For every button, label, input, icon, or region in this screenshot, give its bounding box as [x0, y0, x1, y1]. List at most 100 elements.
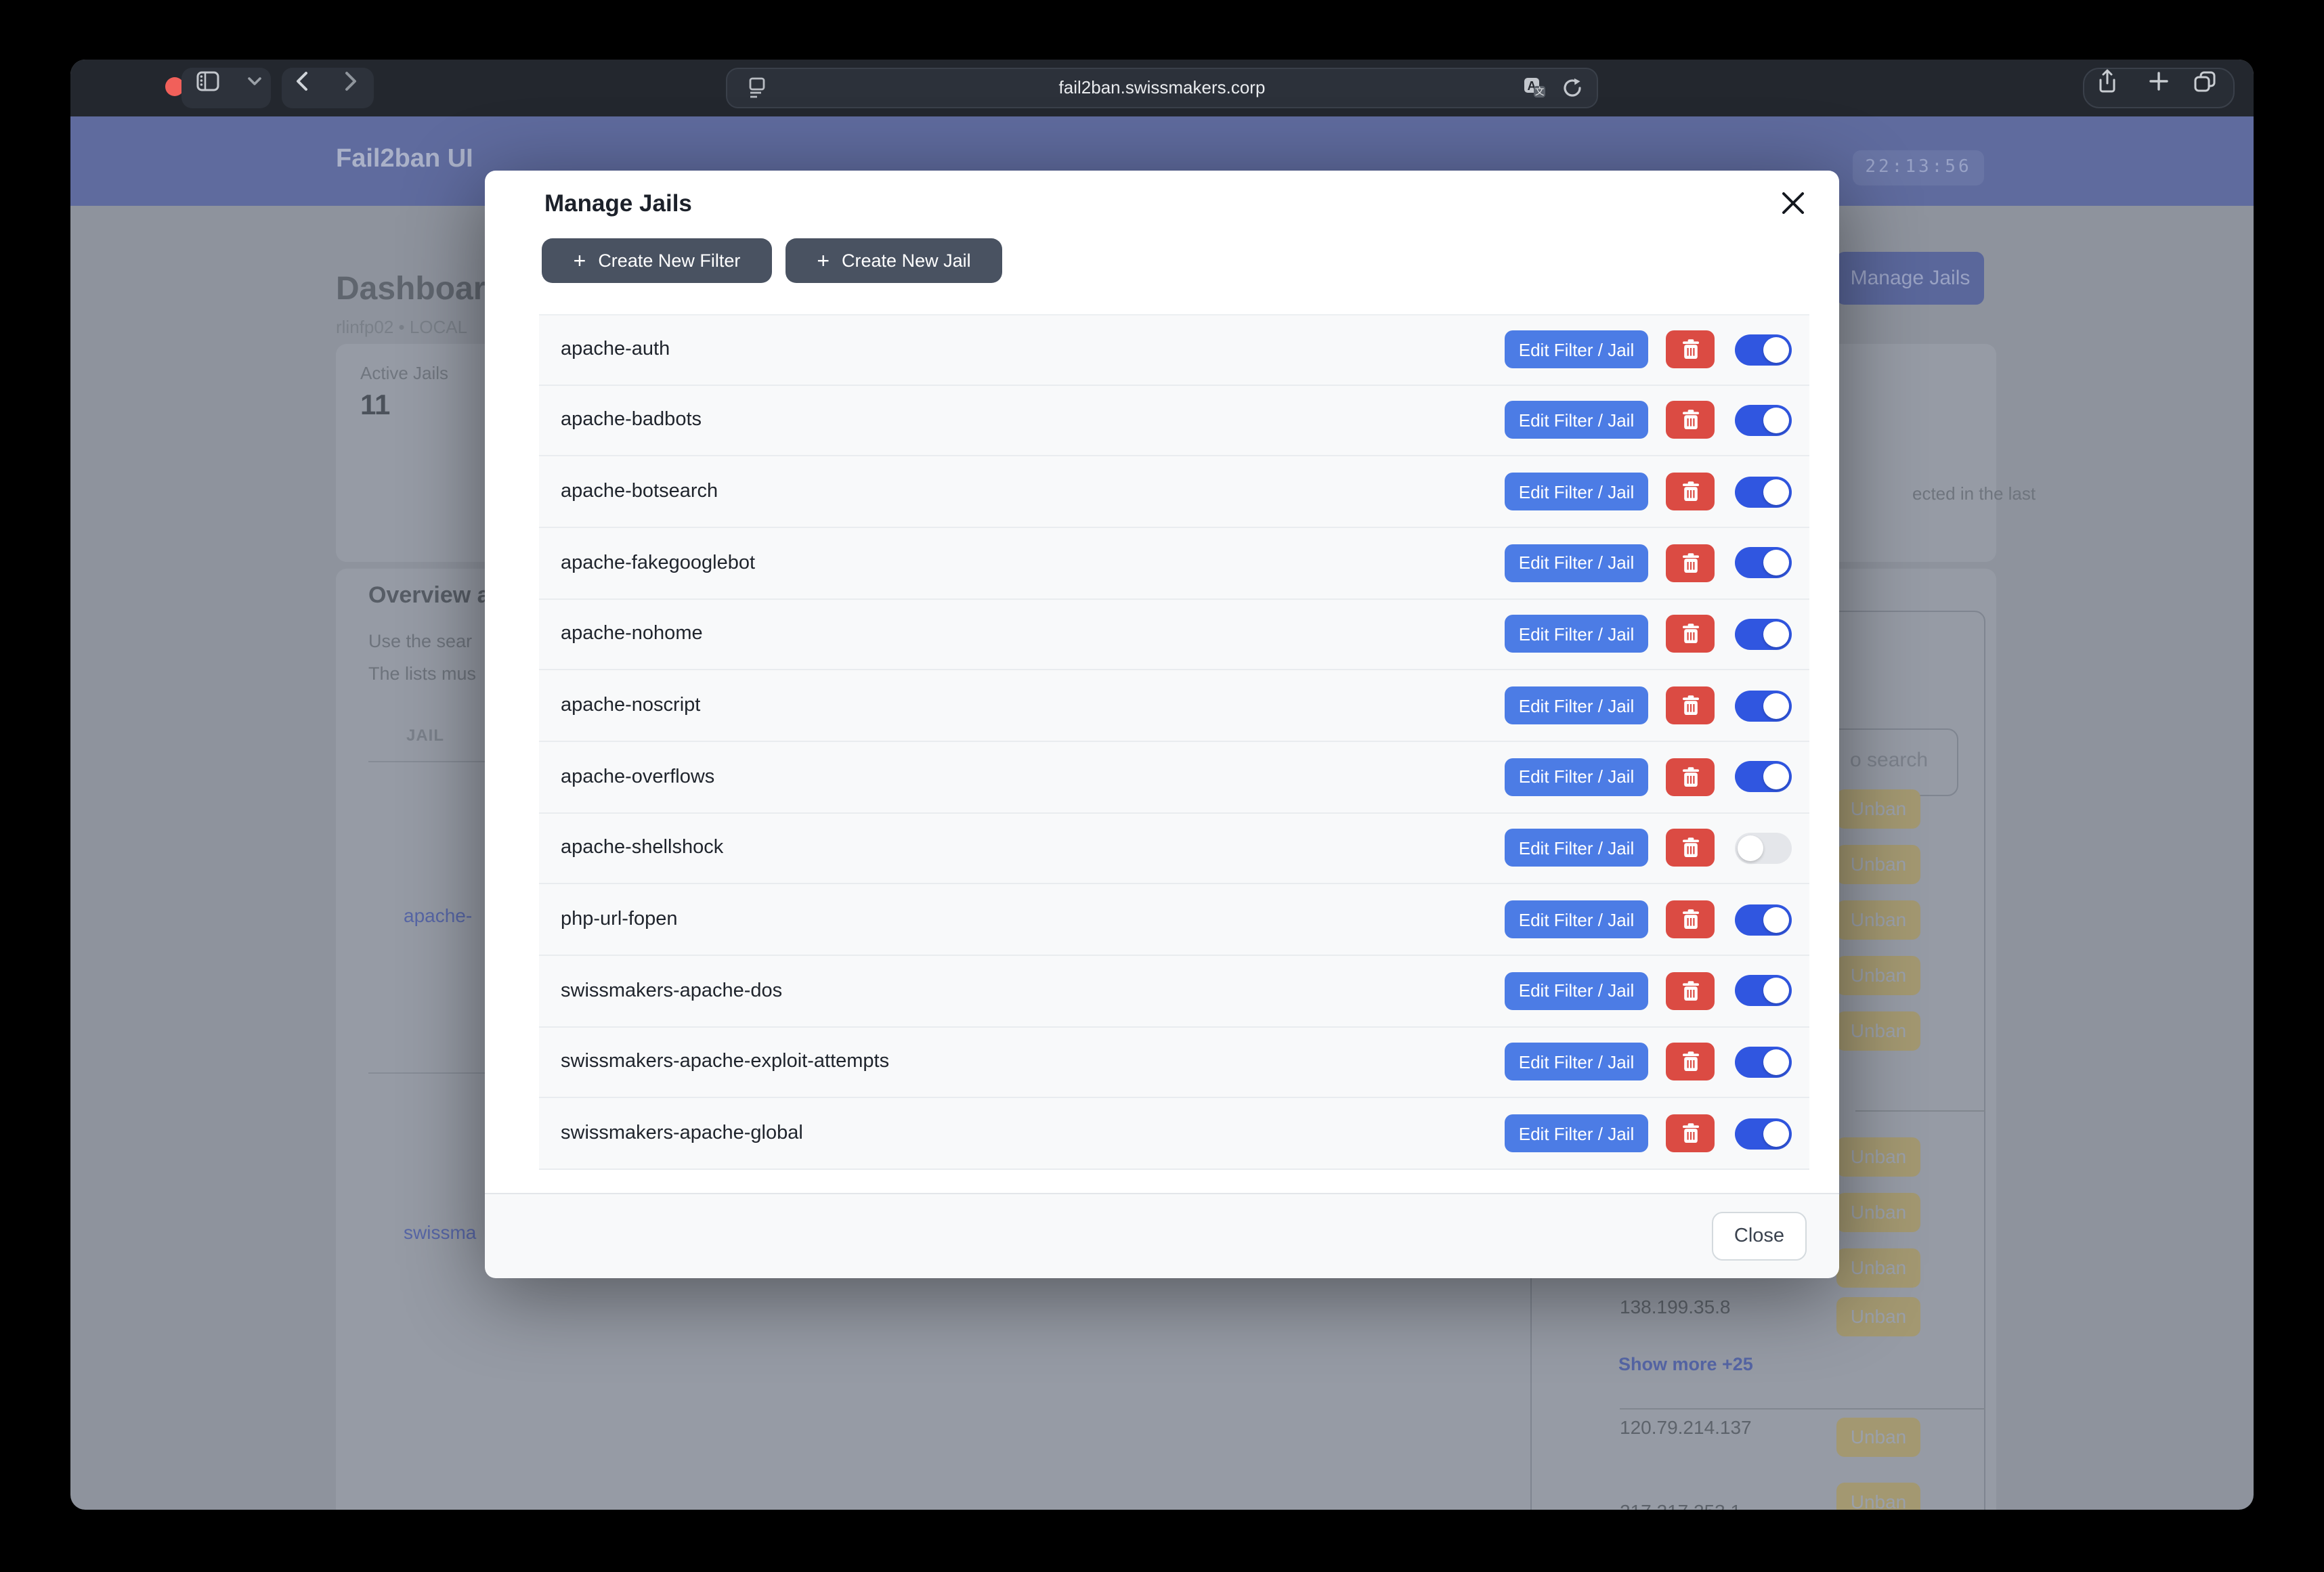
- jail-link-apache: apache-: [404, 904, 473, 926]
- toggle-knob: [1763, 479, 1789, 505]
- new-tab-icon[interactable]: [2145, 68, 2172, 95]
- jail-enabled-toggle[interactable]: [1735, 476, 1792, 508]
- unban-button: Unban: [1836, 1418, 1920, 1457]
- reload-icon[interactable]: [1559, 74, 1586, 102]
- jail-enabled-toggle[interactable]: [1735, 690, 1792, 722]
- trash-icon: [1682, 766, 1698, 787]
- delete-jail-button[interactable]: [1666, 1114, 1715, 1153]
- jail-enabled-toggle[interactable]: [1735, 1046, 1792, 1078]
- jail-name: php-url-fopen: [561, 909, 678, 931]
- sidebar-icon[interactable]: [195, 68, 222, 95]
- jail-name: swissmakers-apache-exploit-attempts: [561, 1051, 890, 1073]
- jail-link-swissmakers: swissma: [404, 1221, 477, 1243]
- svg-text:文: 文: [1535, 86, 1545, 97]
- tabs-icon[interactable]: [2191, 68, 2218, 95]
- edit-filter-jail-button[interactable]: Edit Filter / Jail: [1505, 401, 1648, 439]
- edit-filter-jail-button[interactable]: Edit Filter / Jail: [1505, 473, 1648, 511]
- plus-icon: +: [573, 250, 586, 273]
- delete-jail-button[interactable]: [1666, 829, 1715, 867]
- jail-name: apache-nohome: [561, 623, 703, 645]
- banned-ip-partial: 217.217.253.1: [1620, 1500, 1741, 1510]
- toggle-knob: [1763, 550, 1789, 576]
- toggle-knob: [1763, 621, 1789, 647]
- unban-button: Unban: [1836, 1193, 1920, 1232]
- close-window-button[interactable]: [165, 77, 184, 96]
- jail-row: apache-nohome Edit Filter / Jail: [539, 599, 1809, 671]
- ip-group-divider: [1620, 1408, 1985, 1410]
- jail-enabled-toggle[interactable]: [1735, 618, 1792, 650]
- toggle-knob: [1763, 978, 1789, 1004]
- unban-button: Unban: [1836, 956, 1920, 995]
- edit-filter-jail-button[interactable]: Edit Filter / Jail: [1505, 1114, 1648, 1153]
- search-placeholder: o search: [1850, 749, 1929, 772]
- trash-icon: [1682, 481, 1698, 502]
- reader-icon[interactable]: [744, 74, 771, 102]
- jail-name: apache-fakegooglebot: [561, 552, 756, 574]
- manage-jails-modal: Manage Jails + Create New Filter + Create …: [485, 171, 1839, 1278]
- trash-icon: [1682, 909, 1698, 930]
- edit-filter-jail-button[interactable]: Edit Filter / Jail: [1505, 330, 1648, 369]
- close-icon[interactable]: [1771, 181, 1815, 225]
- edit-filter-jail-button[interactable]: Edit Filter / Jail: [1505, 1043, 1648, 1081]
- toggle-knob: [1763, 907, 1789, 933]
- delete-jail-button[interactable]: [1666, 971, 1715, 1010]
- jail-enabled-toggle[interactable]: [1735, 547, 1792, 579]
- sidebar-button-group: [181, 68, 271, 108]
- unban-button: Unban: [1836, 1483, 1920, 1510]
- edit-filter-jail-button[interactable]: Edit Filter / Jail: [1505, 544, 1648, 582]
- delete-jail-button[interactable]: [1666, 401, 1715, 439]
- trash-icon: [1682, 552, 1698, 573]
- create-new-filter-label: Create New Filter: [598, 250, 741, 270]
- translate-icon[interactable]: A 文: [1521, 74, 1548, 102]
- address-bar[interactable]: fail2ban.swissmakers.corp A 文: [726, 68, 1598, 108]
- edit-filter-jail-button[interactable]: Edit Filter / Jail: [1505, 615, 1648, 653]
- delete-jail-button[interactable]: [1666, 1043, 1715, 1081]
- edit-filter-jail-button[interactable]: Edit Filter / Jail: [1505, 686, 1648, 725]
- trash-icon: [1682, 410, 1698, 430]
- toggle-knob: [1763, 1049, 1789, 1075]
- jail-enabled-toggle[interactable]: [1735, 761, 1792, 793]
- jail-row: swissmakers-apache-global Edit Filter / J…: [539, 1098, 1809, 1170]
- delete-jail-button[interactable]: [1666, 544, 1715, 582]
- delete-jail-button[interactable]: [1666, 900, 1715, 939]
- edit-filter-jail-button[interactable]: Edit Filter / Jail: [1505, 829, 1648, 867]
- edit-filter-jail-button[interactable]: Edit Filter / Jail: [1505, 900, 1648, 939]
- page-subtitle: rlinfp02 • LOCAL: [336, 317, 468, 337]
- chevron-down-icon[interactable]: [241, 68, 268, 95]
- overview-desc-1: Use the sear: [368, 631, 473, 651]
- jail-name: swissmakers-apache-dos: [561, 980, 783, 1002]
- trash-icon: [1682, 695, 1698, 716]
- delete-jail-button[interactable]: [1666, 758, 1715, 796]
- forward-icon[interactable]: [336, 68, 363, 95]
- unban-button: Unban: [1836, 845, 1920, 884]
- trash-icon: [1682, 339, 1698, 359]
- delete-jail-button[interactable]: [1666, 615, 1715, 653]
- create-new-filter-button[interactable]: + Create New Filter: [542, 238, 772, 283]
- delete-jail-button[interactable]: [1666, 686, 1715, 725]
- modal-title: Manage Jails: [544, 190, 692, 217]
- jail-enabled-toggle[interactable]: [1735, 832, 1792, 864]
- share-icon[interactable]: [2094, 68, 2121, 95]
- banned-ip: 120.79.214.137: [1620, 1416, 1752, 1438]
- jail-enabled-toggle[interactable]: [1735, 404, 1792, 436]
- close-button[interactable]: Close: [1712, 1212, 1807, 1261]
- trash-icon: [1682, 1051, 1698, 1072]
- jail-enabled-toggle[interactable]: [1735, 334, 1792, 366]
- edit-filter-jail-button[interactable]: Edit Filter / Jail: [1505, 971, 1648, 1010]
- jail-enabled-toggle[interactable]: [1735, 1118, 1792, 1150]
- edit-filter-jail-button[interactable]: Edit Filter / Jail: [1505, 758, 1648, 796]
- jail-enabled-toggle[interactable]: [1735, 904, 1792, 936]
- toggle-knob: [1763, 693, 1789, 719]
- ip-group-divider: [1855, 1110, 1985, 1112]
- jail-row: apache-fakegooglebot Edit Filter / Jail: [539, 527, 1809, 600]
- jail-row: apache-auth Edit Filter / Jail: [539, 314, 1809, 386]
- back-icon[interactable]: [290, 68, 317, 95]
- show-more-link: Show more +25: [1618, 1354, 1753, 1374]
- delete-jail-button[interactable]: [1666, 473, 1715, 511]
- jail-name: swissmakers-apache-global: [561, 1122, 803, 1145]
- create-new-jail-button[interactable]: + Create New Jail: [786, 238, 1002, 283]
- jail-enabled-toggle[interactable]: [1735, 975, 1792, 1007]
- delete-jail-button[interactable]: [1666, 330, 1715, 369]
- modal-footer: Close: [485, 1193, 1839, 1278]
